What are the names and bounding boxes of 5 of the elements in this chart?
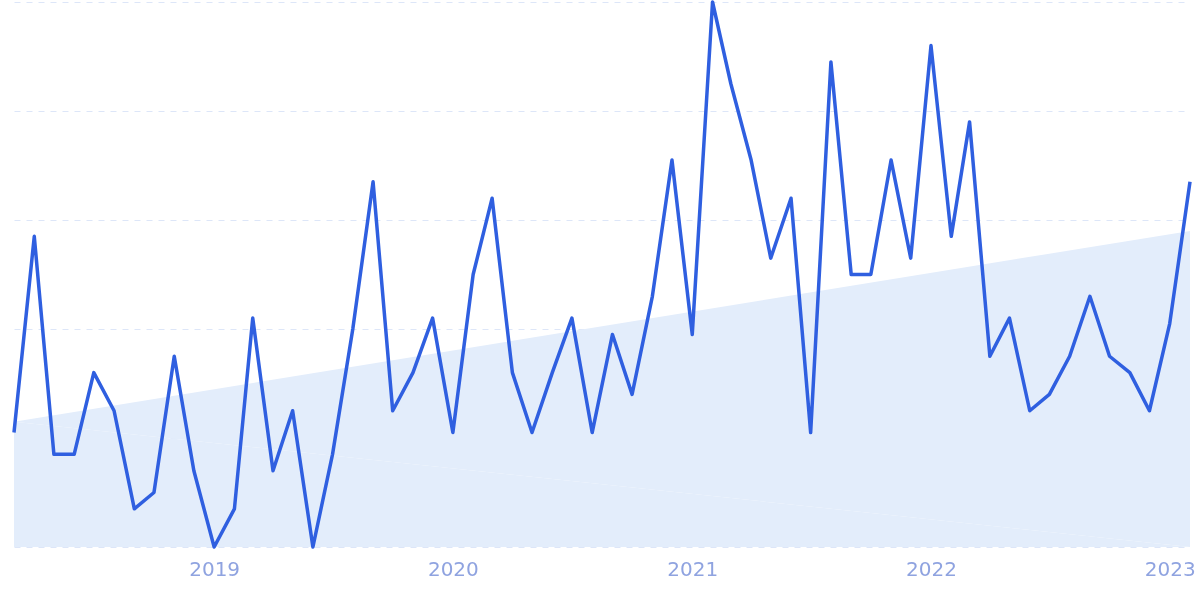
x-tick-label: 2022 (906, 556, 957, 581)
x-tick-label: 2021 (667, 556, 719, 581)
x-tick-label: 2019 (189, 556, 241, 581)
x-tick-label: 2023 (1144, 556, 1196, 581)
x-tick-label: 2020 (427, 556, 479, 581)
